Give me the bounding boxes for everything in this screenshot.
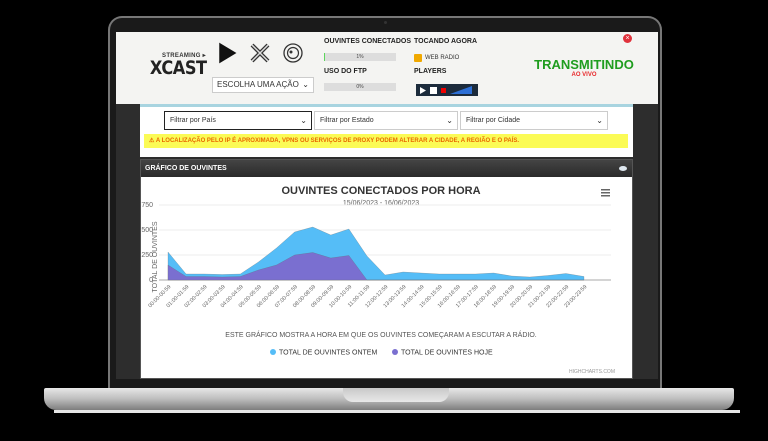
chart-panel: GRÁFICO DE OUVINTES OUVINTES CONECTADOS … — [140, 159, 633, 379]
x-axis-caption: ESTE GRÁFICO MOSTRA A HORA EM QUE OS OUV… — [225, 330, 536, 339]
legend-item-0[interactable]: TOTAL DE OUVINTES ONTEM — [279, 350, 377, 357]
country-filter-value: Filtrar por País — [170, 117, 216, 124]
broadcast-status: TRANSMITINDO AO VIVO — [524, 57, 644, 78]
svg-text:250: 250 — [141, 252, 153, 259]
svg-text:750: 750 — [141, 202, 153, 209]
status-title: TRANSMITINDO — [534, 57, 634, 72]
menu-icon[interactable] — [601, 189, 610, 197]
listeners-progress: 1% — [324, 53, 396, 61]
city-filter[interactable]: Filtrar por Cidade ⌄ — [460, 111, 608, 130]
brand-logo: STREAMING ▸ XCAST — [140, 52, 207, 79]
content: Filtrar por País ⌄ Filtrar por Estado ⌄ Fi… — [140, 104, 633, 379]
chevron-down-icon: ⌄ — [596, 116, 603, 125]
chart-panel-header: GRÁFICO DE OUVINTES — [141, 160, 632, 177]
play-icon[interactable] — [216, 42, 238, 64]
laptop-shadow — [54, 410, 740, 413]
chart-series — [167, 226, 585, 281]
legend: TOTAL DE OUVINTES ONTEM TOTAL DE OUVINTES… — [270, 349, 493, 357]
header: STREAMING ▸ XCAST ESCOLHA UMA AÇÃO ⌄ OUV… — [116, 32, 658, 104]
listeners-label: OUVINTES CONECTADOS — [324, 38, 411, 45]
state-filter-value: Filtrar por Estado — [320, 117, 374, 124]
chart-title: OUVINTES CONECTADOS POR HORA — [281, 185, 480, 197]
city-filter-value: Filtrar por Cidade — [466, 117, 521, 124]
panel-title: GRÁFICO DE OUVINTES — [145, 165, 227, 172]
chevron-down-icon: ⌄ — [302, 80, 309, 89]
players-label: PLAYERS — [414, 68, 447, 75]
action-select-value: ESCOLHA UMA AÇÃO — [217, 80, 299, 89]
action-select[interactable]: ESCOLHA UMA AÇÃO ⌄ — [212, 77, 314, 93]
credits[interactable]: HIGHCHARTS.COM — [569, 369, 615, 375]
series-area-1[interactable] — [167, 252, 584, 281]
ftp-value: 0% — [356, 84, 364, 90]
laptop-notch — [343, 388, 449, 402]
location-warning: ⚠ A LOCALIZAÇÃO PELO IP É APROXIMADA, VP… — [144, 134, 628, 148]
chart-subtitle: 15/06/2023 - 16/06/2023 — [343, 200, 419, 207]
now-playing-label: TOCANDO AGORA — [414, 38, 477, 45]
status-subtitle: AO VIVO — [571, 72, 597, 78]
y-axis-label: TOTAL DE OUVINTES — [152, 221, 159, 292]
player-widget — [416, 84, 478, 96]
close-icon[interactable]: × — [623, 34, 632, 43]
now-playing: WEB RADIO — [414, 54, 459, 62]
brand-name: XCAST — [149, 57, 207, 79]
disc-icon[interactable] — [282, 42, 304, 64]
warning-icon: ⚠ — [149, 138, 156, 144]
listeners-chart: OUVINTES CONECTADOS POR HORA 15/06/2023 … — [141, 185, 615, 375]
filter-panel: Filtrar por País ⌄ Filtrar por Estado ⌄ Fi… — [140, 104, 633, 157]
now-playing-value: WEB RADIO — [425, 55, 460, 61]
x-axis-labels: 00:00-00:5901:00-01:5902:00-02:5903:00-0… — [147, 284, 588, 309]
svg-text:0: 0 — [149, 277, 153, 284]
volume-slider[interactable] — [450, 86, 472, 94]
listeners-value: 1% — [356, 54, 364, 60]
legend-item-1[interactable]: TOTAL DE OUVINTES HOJE — [401, 350, 493, 357]
radio-icon — [414, 54, 422, 62]
country-filter[interactable]: Filtrar por País ⌄ — [164, 111, 312, 130]
ftp-progress: 0% — [324, 83, 396, 91]
record-icon — [441, 87, 446, 93]
warning-text: A LOCALIZAÇÃO PELO IP É APROXIMADA, VPNS… — [155, 138, 520, 144]
eye-icon[interactable] — [619, 166, 627, 171]
chevron-down-icon: ⌄ — [300, 116, 307, 125]
ftp-label: USO DO FTP — [324, 68, 367, 75]
state-filter[interactable]: Filtrar por Estado ⌄ — [314, 111, 458, 130]
camera — [384, 21, 387, 24]
svg-text:500: 500 — [141, 227, 153, 234]
player-play-icon[interactable] — [419, 86, 426, 94]
chevron-down-icon: ⌄ — [446, 116, 453, 125]
brand-tagline: STREAMING ▸ — [162, 53, 206, 59]
player-stop-icon[interactable] — [430, 86, 437, 94]
screen: STREAMING ▸ XCAST ESCOLHA UMA AÇÃO ⌄ OUV… — [116, 32, 658, 379]
series-area-0[interactable] — [167, 226, 585, 281]
x-icon[interactable] — [249, 42, 271, 64]
